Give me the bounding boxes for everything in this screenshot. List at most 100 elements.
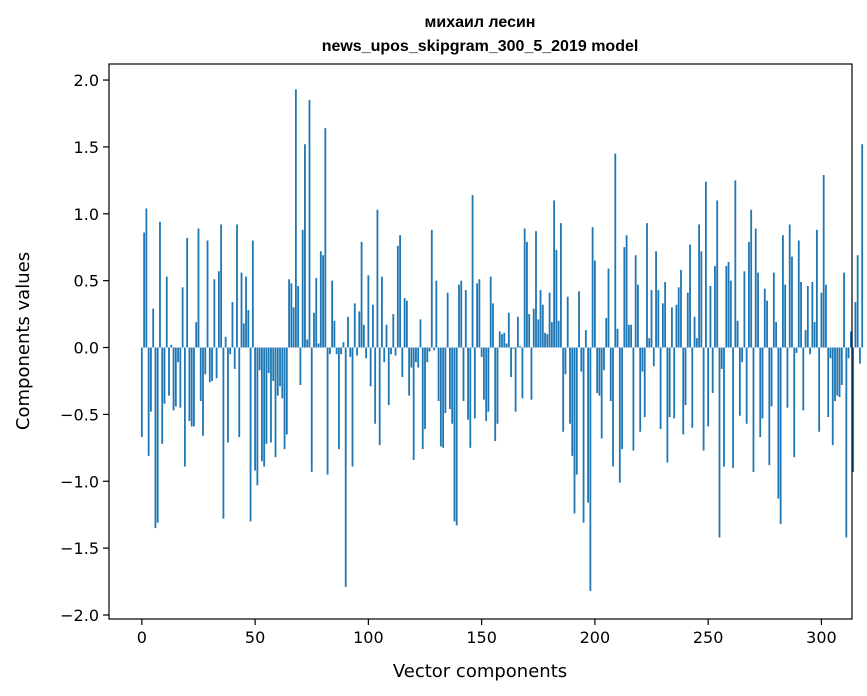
bar <box>571 347 574 456</box>
x-tick-label: 200 <box>580 628 611 647</box>
bar <box>353 303 356 348</box>
bar <box>815 229 818 348</box>
bar <box>827 347 830 418</box>
bar <box>582 347 585 523</box>
bar <box>591 227 594 348</box>
bar <box>231 302 234 348</box>
bar <box>566 296 569 348</box>
bar <box>677 287 680 348</box>
bar <box>324 128 327 348</box>
bar <box>227 347 229 443</box>
bar <box>648 338 651 348</box>
bar <box>473 347 476 419</box>
bar <box>652 347 655 367</box>
bar <box>190 347 193 427</box>
bar <box>392 314 395 348</box>
y-tick-label: −2.0 <box>60 606 99 625</box>
bar <box>480 347 483 357</box>
bar <box>349 347 352 357</box>
bar <box>281 347 284 399</box>
bar <box>455 347 458 526</box>
bar <box>727 261 730 348</box>
bar <box>222 347 225 519</box>
bar <box>671 307 673 348</box>
bar <box>806 286 809 348</box>
bar <box>845 347 848 538</box>
bar <box>641 347 644 372</box>
bar <box>319 251 322 348</box>
bar <box>852 347 855 472</box>
bar <box>206 240 209 348</box>
bar <box>786 347 789 408</box>
bar <box>458 284 460 348</box>
bar <box>553 200 556 348</box>
bar <box>426 347 429 363</box>
bar <box>170 344 173 348</box>
bar <box>584 330 587 348</box>
bar <box>156 347 159 523</box>
bar <box>625 235 628 348</box>
bar <box>315 277 318 348</box>
bar <box>768 347 771 466</box>
bar <box>627 324 630 348</box>
bar <box>854 302 857 348</box>
bar <box>666 347 669 463</box>
bar <box>643 347 646 418</box>
bar <box>675 304 678 348</box>
bar <box>847 347 850 359</box>
bar <box>188 347 191 422</box>
bar <box>569 347 571 424</box>
bar <box>294 89 297 348</box>
bar <box>371 304 374 348</box>
bar <box>580 347 583 372</box>
bar <box>199 347 202 402</box>
bar <box>528 314 531 348</box>
bar <box>331 280 334 348</box>
bar <box>265 347 268 444</box>
bar <box>639 347 642 432</box>
bar <box>822 175 825 348</box>
bar <box>378 347 381 446</box>
bar <box>249 347 252 522</box>
bar <box>344 347 347 587</box>
bar <box>351 347 354 467</box>
bar <box>750 209 753 348</box>
bar <box>258 347 261 371</box>
bar <box>550 322 553 348</box>
y-tick-label: 0.5 <box>74 272 99 291</box>
bar <box>428 347 431 352</box>
bar <box>838 347 841 397</box>
bar <box>630 324 633 348</box>
bar <box>326 347 329 475</box>
bar <box>709 286 712 348</box>
x-tick-label: 300 <box>806 628 837 647</box>
bar <box>804 330 807 348</box>
bar <box>304 144 306 348</box>
bar <box>208 347 211 383</box>
bar <box>573 347 576 514</box>
bar <box>444 347 447 414</box>
bar <box>154 347 157 529</box>
bar <box>634 255 637 348</box>
bar <box>381 276 383 348</box>
bar <box>233 347 236 369</box>
bar <box>766 300 768 348</box>
bar <box>743 271 746 348</box>
bar <box>752 347 755 472</box>
bar <box>482 347 485 400</box>
bar <box>772 272 775 348</box>
bar <box>596 347 599 393</box>
bar <box>446 292 449 348</box>
bar <box>417 347 420 368</box>
bar <box>748 241 750 348</box>
bar <box>788 224 791 348</box>
bar <box>492 303 494 348</box>
bar <box>430 229 433 348</box>
x-tick-label: 150 <box>466 628 497 647</box>
bar <box>442 347 445 448</box>
bar <box>433 347 435 351</box>
bar <box>292 307 295 348</box>
bar <box>317 343 320 348</box>
bar <box>471 195 474 348</box>
bar <box>849 331 852 348</box>
